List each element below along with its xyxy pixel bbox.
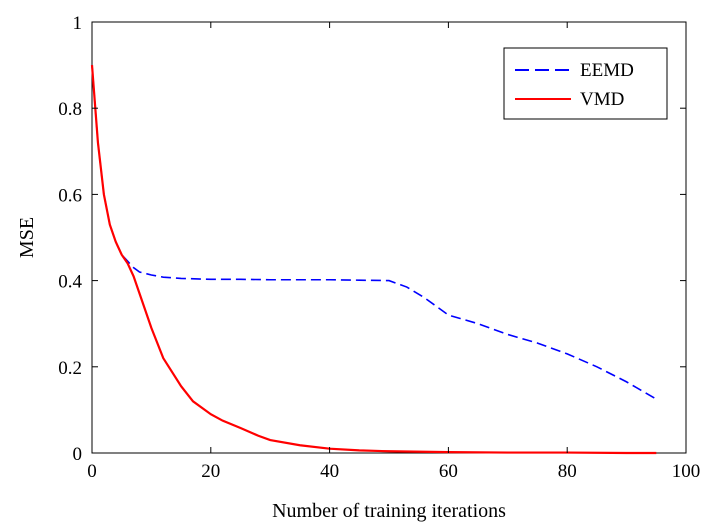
x-axis-label: Number of training iterations	[272, 500, 506, 522]
ticks-layer: 0 20 40 60 80 100 0 0.2 0.4 0.6 0.8 1	[58, 13, 700, 482]
x-tick-label: 60	[439, 461, 458, 482]
y-tick-label: 0.6	[58, 185, 82, 206]
x-tick-label: 0	[87, 461, 97, 482]
y-axis-label: MSE	[16, 217, 38, 258]
y-tick-label: 0	[73, 444, 83, 465]
x-tick-label: 80	[558, 461, 577, 482]
x-tick-label: 20	[201, 461, 220, 482]
series-line-vmd	[90, 65, 657, 455]
y-tick-label: 0.2	[58, 358, 82, 379]
y-tick-label: 1	[73, 13, 83, 34]
series-layer	[90, 65, 657, 455]
legend-label-eemd: EEMD	[580, 60, 634, 81]
x-tick-label: 100	[672, 461, 701, 482]
legend: EEMD VMD	[503, 47, 668, 120]
x-tick-label: 40	[320, 461, 339, 482]
legend-box	[503, 47, 668, 120]
y-tick-label: 0.4	[58, 272, 82, 293]
legend-label-vmd: VMD	[580, 89, 624, 110]
y-tick-label: 0.8	[58, 99, 82, 120]
